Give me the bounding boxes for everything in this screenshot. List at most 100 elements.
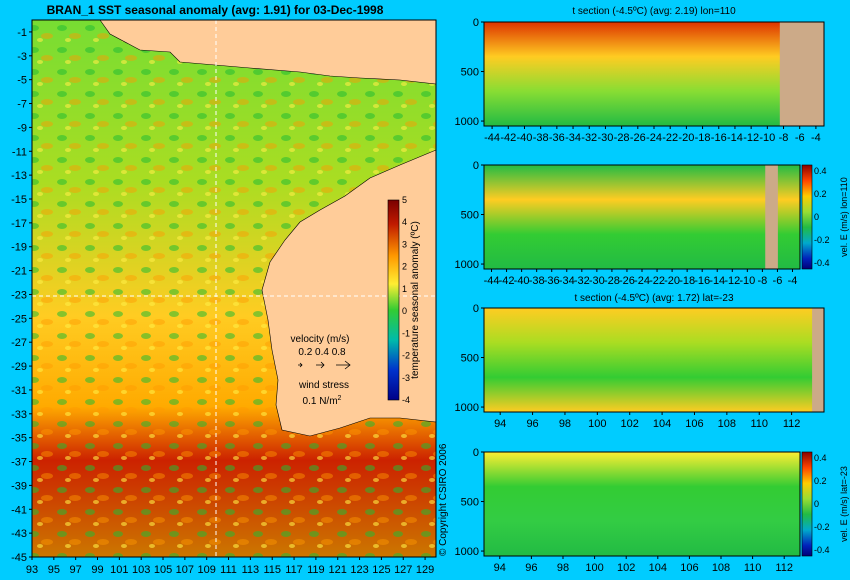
section-y-tick-label: 500 [461,353,479,365]
section-x-tick-label: -16 [711,132,727,144]
section-x-tick-label: -6 [795,132,805,144]
map-y-tick-label: -7 [17,99,27,111]
section-y-tick-label: 0 [473,447,479,459]
section-land [812,308,824,412]
map-y-tick-label: -21 [11,266,27,278]
section-y-tick-label: 0 [473,303,479,315]
sst-colorbar [387,199,400,401]
section-x-tick-label: -32 [574,275,590,287]
sst-colorbar-tick-label: 1 [402,284,407,294]
sst-colorbar-tick-label: -3 [402,373,410,383]
section-x-tick-label: 98 [559,418,571,430]
section-field [484,22,824,126]
section-x-tick-label: -22 [649,275,665,287]
section-x-tick-label: -38 [529,275,545,287]
section-x-tick-label: 102 [621,418,639,430]
copyright-text: © Copyright CSIRO 2006 [438,443,449,556]
section-x-tick-label: -10 [759,132,775,144]
map-y-tick-label: -43 [11,528,27,540]
section-field [484,452,800,556]
section-x-tick-label: -18 [679,275,695,287]
section-colorbar-tick-label: -0.2 [814,235,830,245]
sst-colorbar-tick-label: 0 [402,306,407,316]
map-x-tick-label: 103 [132,564,150,576]
section-x-tick-label: 104 [649,562,667,574]
section-x-tick-label: -24 [646,132,662,144]
section-y-tick-label: 1000 [455,546,479,558]
section-x-tick-label: -14 [709,275,725,287]
section-colorbar-label: vel. E (m/s) lat=-23 [839,466,849,542]
section-x-tick-label: -26 [619,275,635,287]
map-y-tick-label: -37 [11,457,27,469]
map-x-tick-label: 97 [70,564,82,576]
map-x-tick-label: 95 [48,564,60,576]
sst-colorbar-tick-label: -4 [402,395,410,405]
section-x-tick-label: -20 [664,275,680,287]
map-x-tick-label: 121 [329,564,347,576]
section-x-tick-label: -4 [788,275,798,287]
section-x-tick-label: -40 [514,275,530,287]
section-x-tick-label: -6 [773,275,783,287]
section-y-tick-label: 1000 [455,116,479,128]
section-x-tick-label: -22 [662,132,678,144]
section-y-tick-label: 1000 [455,259,479,271]
section-y-tick-label: 1000 [455,402,479,414]
map-x-tick-label: 105 [154,564,172,576]
map-y-tick-label: -45 [11,552,27,564]
section-colorbar-tick-label: 0.4 [814,166,827,176]
map-y-tick-label: -3 [17,51,27,63]
map-y-tick-label: -29 [11,361,27,373]
section-x-tick-label: -4 [811,132,821,144]
map-x-tick-label: 113 [242,564,260,576]
section-x-tick-label: -12 [743,132,759,144]
map-y-tick-label: -11 [12,146,27,158]
section-x-tick-label: -28 [614,132,630,144]
section-x-tick-label: -16 [694,275,710,287]
map-y-tick-label: -35 [11,433,27,445]
section-x-tick-label: 100 [588,418,606,430]
section-y-tick-label: 500 [461,67,479,79]
map-y-tick-label: -13 [11,170,27,182]
velocity-legend-values: 0.2 0.4 0.8 [298,347,346,358]
map-x-tick-label: 115 [263,564,281,576]
map-x-tick-label: 129 [416,564,434,576]
section-x-tick-label: -42 [499,275,515,287]
section-panels: t section (-4.5ºC) (avg: 2.19) lon=110 0 5… [455,6,849,574]
sst-colorbar-tick-label: 5 [402,195,407,205]
map-y-tick-label: -27 [11,337,27,349]
section-field [484,308,824,412]
section-x-tick-label: -34 [565,132,581,144]
section-title: t section (-4.5ºC) (avg: 2.19) lon=110 [572,6,736,17]
section-x-tick-label: 98 [557,562,569,574]
section-colorbar [801,451,813,557]
map-y-tick-label: -39 [11,480,27,492]
wind-legend-title: wind stress [298,380,349,391]
section-panel-3: t section (-4.5ºC) (avg: 1.72) lat=-23 0 5… [455,293,825,430]
section-colorbar-tick-label: 0.4 [814,453,827,463]
section-x-tick-label: -8 [779,132,789,144]
section-x-tick-label: 108 [712,562,730,574]
section-title: t section (-4.5ºC) (avg: 1.72) lat=-23 [575,293,734,304]
map-x-tick-label: 109 [198,564,216,576]
map-x-tick-label: 117 [285,564,303,576]
map-x-tick-label: 127 [394,564,412,576]
section-x-tick-label: -44 [484,132,500,144]
map-y-ticks: -1 -3 -5 -7 -9 -11 -13 -15 -17 -19 -21 -23 -25 -27 -29… [11,27,32,564]
section-land [765,165,778,269]
section-x-tick-label: 96 [525,562,537,574]
map-y-tick-label: -19 [11,242,27,254]
map-y-tick-label: -9 [17,122,27,134]
section-x-tick-label: 106 [685,418,703,430]
map-x-tick-label: 119 [307,564,325,576]
map-y-tick-label: -17 [11,218,27,230]
section-x-tick-label: -28 [604,275,620,287]
map-y-tick-label: -31 [11,385,27,397]
section-colorbar-tick-label: 0.2 [814,189,827,199]
map-x-tick-label: 101 [110,564,128,576]
sst-colorbar-tick-label: 3 [402,239,407,249]
section-x-tick-label: -24 [634,275,650,287]
section-x-tick-label: -10 [739,275,755,287]
section-x-tick-label: -12 [724,275,740,287]
